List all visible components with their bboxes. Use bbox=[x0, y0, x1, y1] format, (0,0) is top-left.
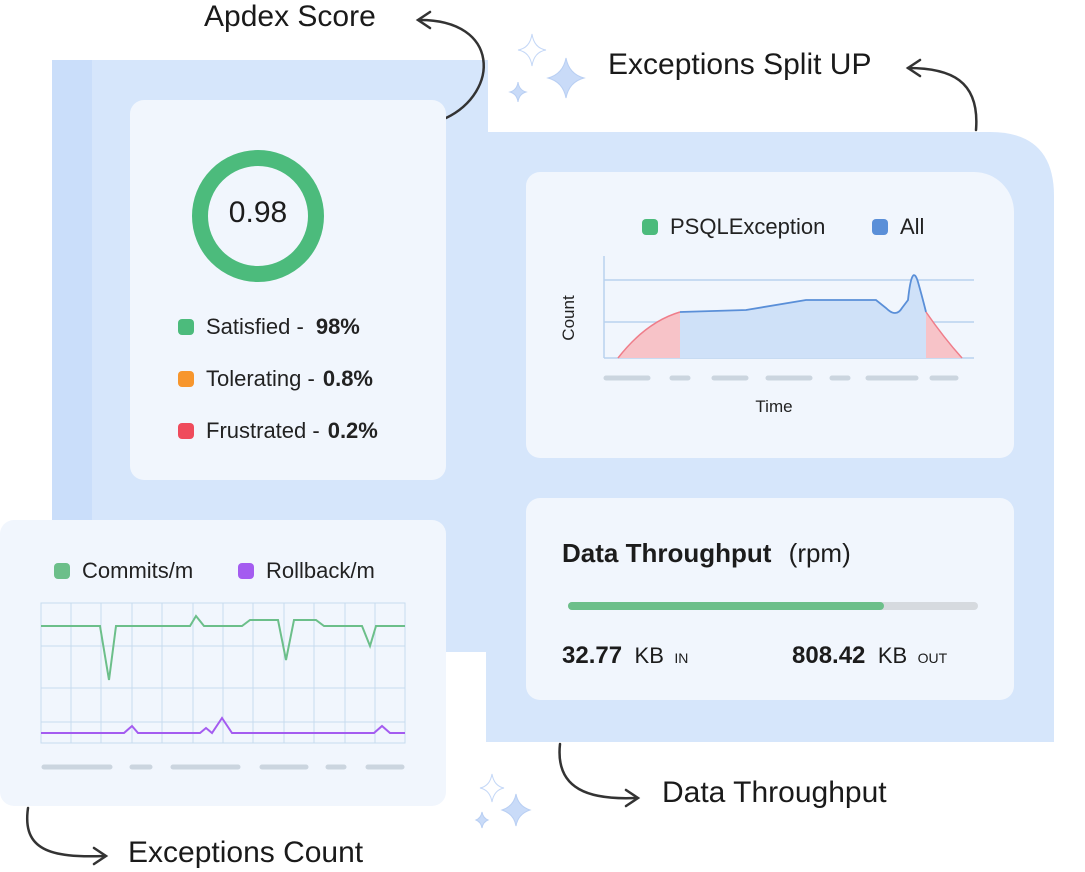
in-unit: KB bbox=[634, 643, 664, 668]
split-legend-all: All bbox=[872, 214, 924, 240]
exceptions-split-chart: Count Time bbox=[559, 256, 974, 416]
tolerating-label: Tolerating - bbox=[206, 366, 315, 391]
rollback-label: Rollback/m bbox=[266, 558, 375, 583]
in-value: 32.77 bbox=[562, 642, 623, 669]
commits-label: Commits/m bbox=[82, 558, 194, 583]
satisfied-label: Satisfied - bbox=[206, 314, 304, 339]
data-throughput-card: Data Throughput (rpm) 32.77 KB IN 808.42… bbox=[526, 498, 1014, 700]
all-label: All bbox=[900, 214, 925, 239]
satisfied-swatch bbox=[178, 319, 194, 335]
donut-satisfied bbox=[192, 150, 324, 282]
frustrated-value: 0.2% bbox=[327, 418, 378, 443]
throughput-title: Data Throughput bbox=[562, 538, 772, 568]
throughput-in: 32.77 KB IN bbox=[562, 642, 688, 670]
count-legend-rollback: Rollback/m bbox=[238, 558, 375, 584]
tolerating-swatch bbox=[178, 371, 194, 387]
exceptions-count-callout: Exceptions Count bbox=[128, 836, 364, 869]
rollback-swatch bbox=[238, 563, 254, 579]
split-ylabel: Count bbox=[559, 295, 578, 341]
apdex-card: 0.98 Satisfied - 98% Tolerating - 0.8% F… bbox=[130, 100, 446, 480]
commits-swatch bbox=[54, 563, 70, 579]
throughput-out: 808.42 KB OUT bbox=[792, 642, 947, 670]
in-label: IN bbox=[674, 650, 689, 666]
split-legend-psql: PSQLException bbox=[642, 214, 825, 240]
throughput-bar-track bbox=[568, 602, 978, 610]
out-label: OUT bbox=[917, 650, 948, 666]
legend-frustrated: Frustrated - 0.2% bbox=[178, 418, 378, 444]
out-value: 808.42 bbox=[792, 642, 866, 669]
psql-area-left bbox=[618, 312, 680, 358]
count-legend-commits: Commits/m bbox=[54, 558, 193, 584]
apdex-score-value: 0.98 bbox=[228, 196, 288, 229]
all-swatch bbox=[872, 219, 888, 235]
legend-tolerating: Tolerating - 0.8% bbox=[178, 366, 373, 392]
satisfied-value: 98% bbox=[315, 314, 360, 339]
legend-satisfied: Satisfied - 98% bbox=[178, 314, 360, 340]
rollback-line bbox=[41, 716, 405, 735]
frustrated-label: Frustrated - bbox=[206, 418, 320, 443]
psql-label: PSQLException bbox=[670, 214, 826, 239]
out-unit: KB bbox=[877, 643, 908, 668]
exceptions-count-card: Commits/m Rollback/m bbox=[0, 520, 446, 806]
tolerating-value: 0.8% bbox=[322, 366, 373, 391]
data-throughput-callout: Data Throughput bbox=[662, 776, 887, 809]
exceptions-split-card: PSQLException All Count Time bbox=[526, 172, 1014, 458]
exceptions-count-chart bbox=[40, 602, 406, 770]
throughput-unit: (rpm) bbox=[788, 538, 851, 568]
throughput-bar-fill bbox=[568, 602, 884, 610]
throughput-title-row: Data Throughput (rpm) bbox=[562, 538, 851, 569]
apdex-donut bbox=[192, 150, 324, 282]
psql-swatch bbox=[642, 219, 658, 235]
frustrated-swatch bbox=[178, 423, 194, 439]
apdex-score-callout: Apdex Score bbox=[204, 0, 376, 33]
exceptions-split-callout: Exceptions Split UP bbox=[608, 48, 872, 81]
commits-line bbox=[41, 614, 405, 681]
psql-area-right bbox=[926, 312, 962, 358]
apdex-arrow bbox=[418, 18, 485, 120]
all-area bbox=[680, 275, 926, 358]
split-xlabel: Time bbox=[755, 397, 792, 416]
